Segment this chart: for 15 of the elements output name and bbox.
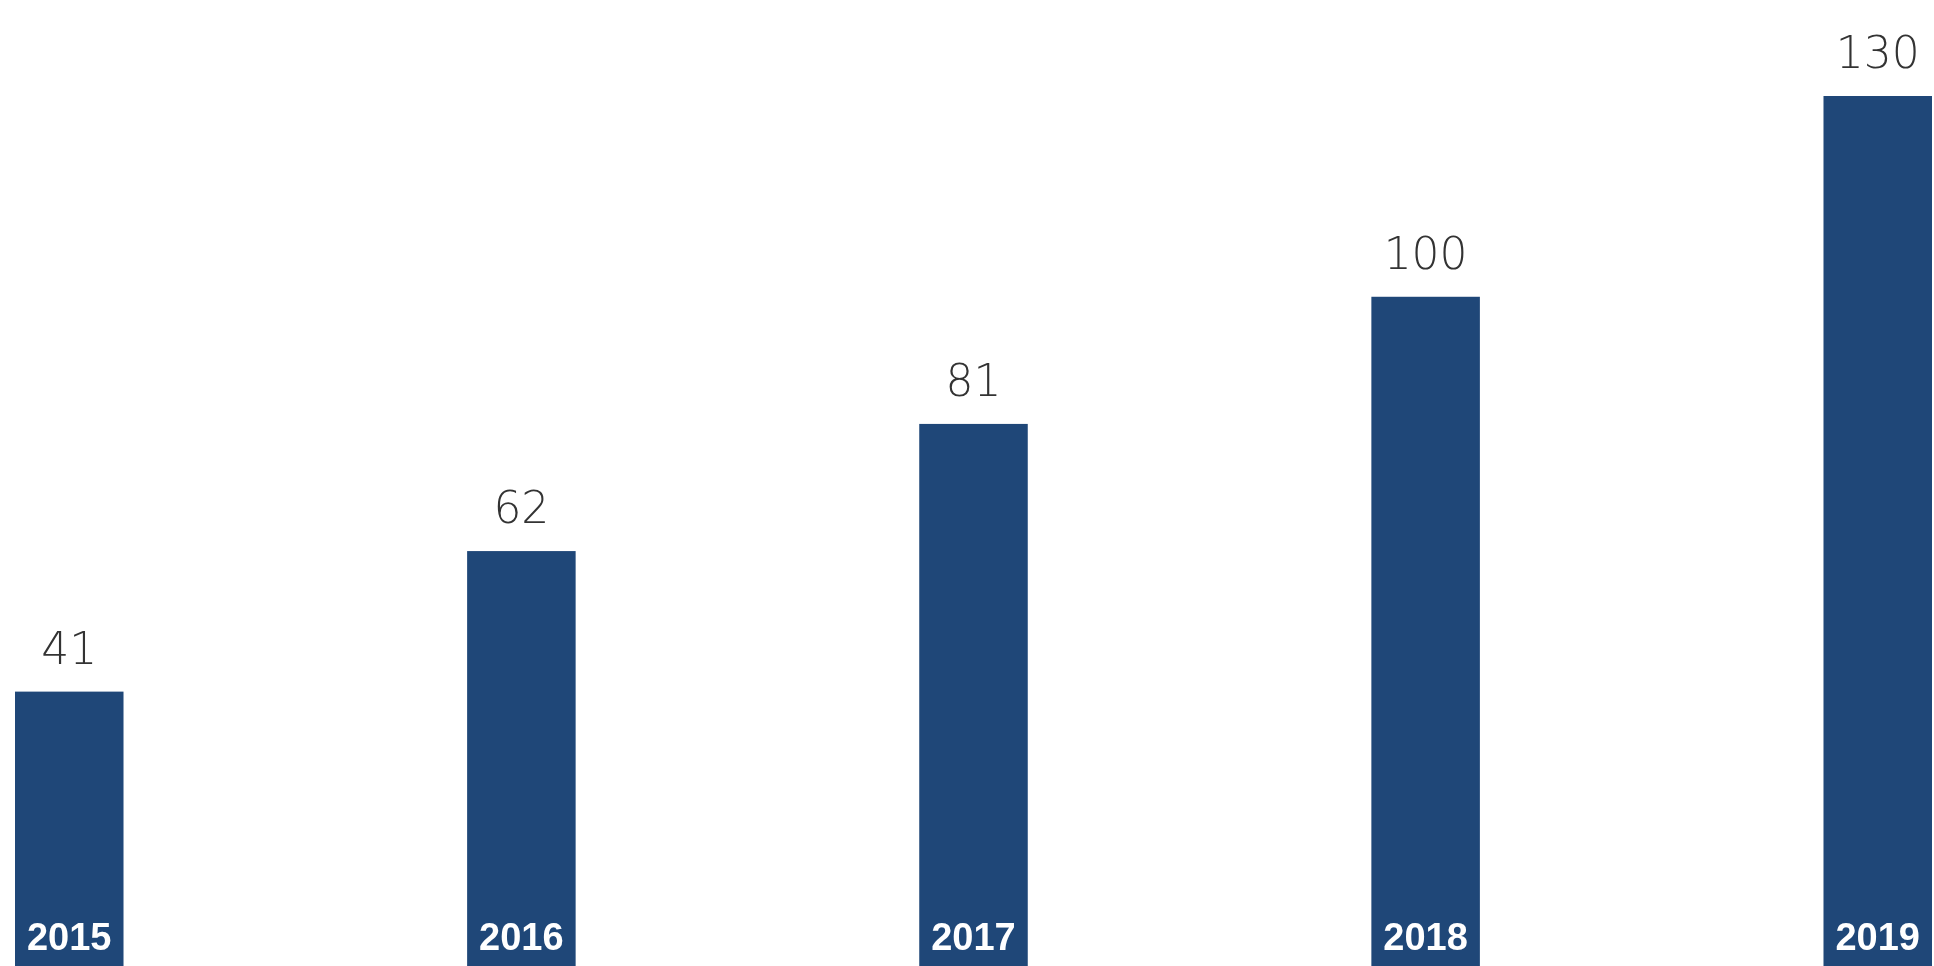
x-tick-label: 2017 bbox=[931, 916, 1016, 958]
bar bbox=[1823, 96, 1932, 966]
bar bbox=[1371, 296, 1480, 966]
x-tick-label: 2016 bbox=[479, 916, 564, 958]
data-label: 130 bbox=[1835, 27, 1920, 78]
data-label: 41 bbox=[41, 622, 98, 674]
x-tick-label: 2015 bbox=[26, 916, 112, 958]
bar bbox=[15, 691, 124, 966]
x-tick-label: 2018 bbox=[1383, 916, 1468, 958]
bar bbox=[919, 423, 1028, 966]
bar bbox=[467, 551, 576, 966]
data-label: 62 bbox=[493, 482, 550, 534]
x-tick-label: 2019 bbox=[1835, 916, 1921, 958]
data-label: 100 bbox=[1383, 227, 1468, 279]
data-label: 81 bbox=[945, 354, 1002, 406]
